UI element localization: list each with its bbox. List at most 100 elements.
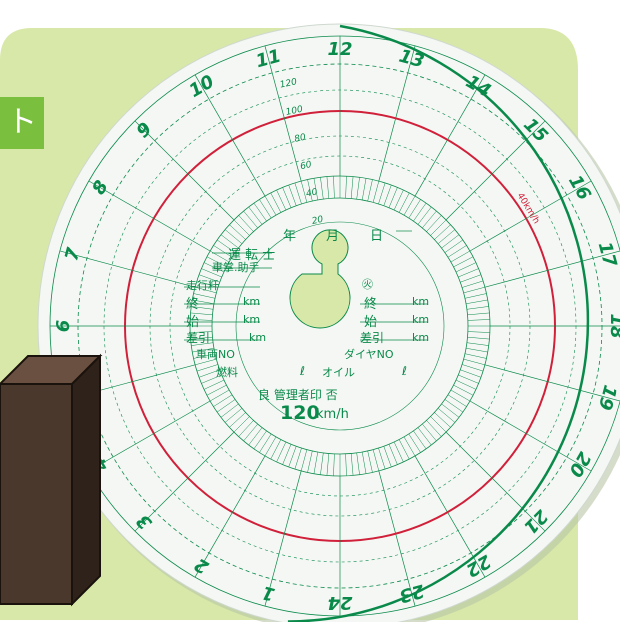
minute-tick [388, 187, 398, 208]
minute-tick [233, 416, 250, 433]
minute-tick [378, 182, 386, 204]
date-month: 月 [326, 229, 340, 244]
minute-tick [288, 446, 297, 468]
minute-tick [361, 178, 367, 200]
hour-line [469, 400, 592, 472]
minute-tick [434, 412, 451, 428]
minute-tick [320, 452, 324, 475]
minute-tick [220, 403, 239, 418]
minute-tick [434, 224, 451, 240]
minute-tick [203, 379, 225, 390]
minute-tick [198, 274, 220, 283]
minute-tick [460, 274, 482, 283]
minute-tick [224, 408, 243, 423]
minute-tick [430, 219, 447, 236]
hour-label-7: 7 [61, 245, 85, 263]
minute-tick [216, 239, 236, 253]
circle-mark: ㊋ [362, 278, 373, 291]
minute-tick [393, 189, 404, 211]
hour-label-1: 1 [260, 581, 278, 605]
minute-tick [447, 245, 467, 258]
minute-tick [213, 394, 233, 407]
minute-tick [294, 182, 302, 204]
minute-tick [367, 179, 373, 202]
header-tab: ト [0, 97, 44, 149]
diff-right-unit: km [412, 331, 430, 344]
hour-line [88, 400, 211, 472]
minute-tick [253, 430, 267, 450]
minute-tick [378, 448, 386, 470]
minute-tick [248, 427, 263, 446]
hour-label-12: 12 [327, 39, 352, 60]
fuel-label: 燃料 [216, 366, 238, 379]
minute-tick [462, 364, 484, 372]
minute-tick [426, 420, 442, 437]
minute-tick [417, 427, 432, 446]
minute-tick [444, 239, 464, 253]
end-left-label: 終 [186, 297, 200, 312]
speed-label: 80 [294, 133, 308, 145]
minute-tick [243, 210, 258, 229]
speed-label: 120 [279, 77, 298, 90]
minute-tick [253, 202, 267, 222]
approval-line: 良 管理者印 否 [258, 388, 338, 402]
minute-tick [238, 215, 254, 232]
minute-tick [201, 268, 222, 278]
minute-tick [426, 215, 442, 232]
minute-tick [450, 250, 471, 263]
hour-line [378, 45, 416, 182]
minute-tick [367, 450, 373, 473]
minute-tick [463, 358, 485, 366]
minute-tick [243, 423, 258, 442]
minute-tick [206, 256, 227, 268]
minute-tick [422, 210, 437, 229]
minute-tick [453, 256, 474, 268]
minute-tick [430, 416, 447, 433]
start-right-label: 始 [364, 315, 378, 330]
speed-label: 20 [311, 215, 325, 227]
hour-line [469, 180, 592, 252]
minute-tick [326, 176, 330, 199]
minute-tick [307, 450, 313, 473]
minute-tick [350, 453, 354, 476]
minute-tick [229, 412, 246, 428]
minute-tick [356, 177, 360, 200]
minute-tick [458, 268, 479, 278]
conductor-label: 車掌.助手 [212, 261, 260, 274]
minute-tick [220, 234, 239, 249]
minute-tick [345, 176, 347, 199]
minute-tick [216, 399, 236, 413]
minute-tick [422, 423, 437, 442]
max-speed-unit: km/h [316, 407, 349, 422]
hour-label-24: 24 [327, 592, 352, 613]
speed-label: 60 [299, 160, 313, 172]
minute-tick [313, 452, 319, 474]
minute-tick [203, 262, 225, 273]
outer-green-arc [287, 24, 590, 623]
end-right-label: 終 [364, 297, 378, 312]
minute-tick [466, 347, 488, 353]
minute-tick [238, 420, 254, 437]
minute-tick [413, 430, 427, 450]
hour-line [378, 470, 416, 607]
minute-tick [190, 331, 213, 333]
minute-tick [467, 312, 490, 316]
minute-tick [198, 369, 220, 378]
minute-tick [333, 453, 335, 476]
minute-tick [224, 229, 243, 244]
hour-line [445, 120, 546, 221]
odometer-label: 走行粁 [186, 279, 219, 292]
minute-tick [398, 192, 410, 213]
minute-tick [192, 347, 214, 353]
minute-tick [403, 436, 416, 457]
minute-tick [213, 245, 233, 258]
oil-label: オイル [322, 366, 355, 379]
diff-right-label: 差引 [360, 331, 385, 345]
start-left-unit: km [243, 313, 261, 326]
hour-line [445, 431, 546, 532]
minute-tick [408, 199, 421, 219]
hour-line [59, 250, 196, 288]
diff-left-label: 差引 [186, 331, 211, 345]
